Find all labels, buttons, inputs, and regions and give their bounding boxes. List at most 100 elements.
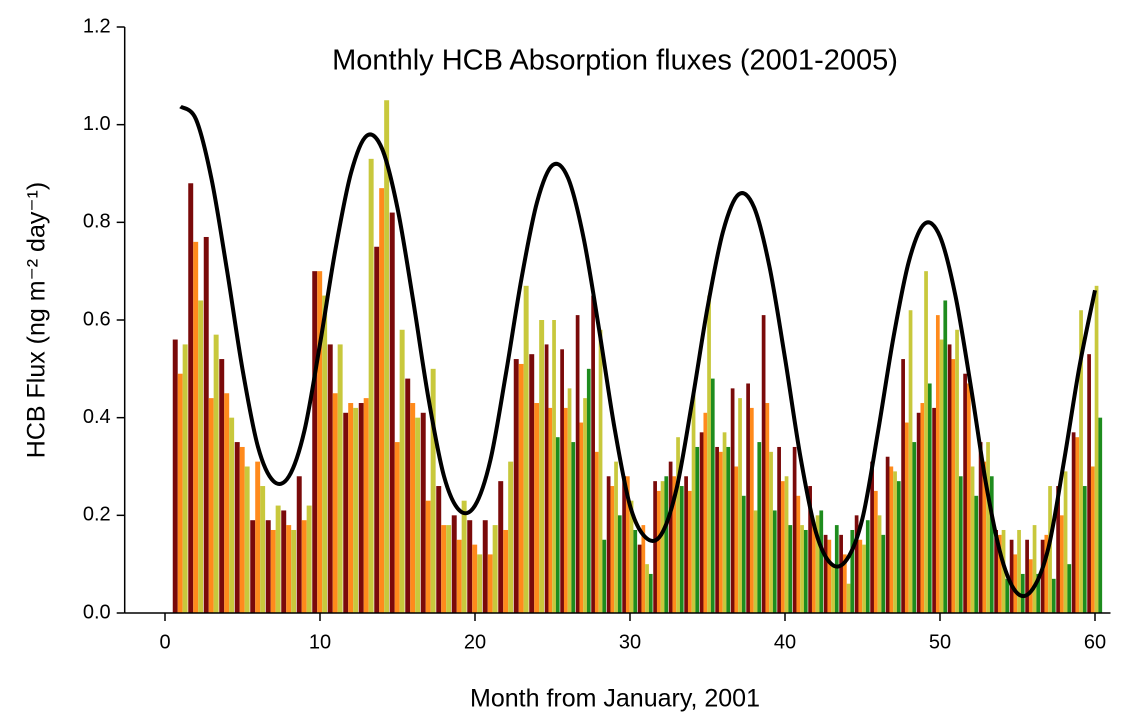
bar xyxy=(1090,466,1095,613)
y-tick-label: 1.0 xyxy=(83,113,111,135)
bar xyxy=(1001,529,1006,613)
bar xyxy=(1013,554,1018,613)
bar xyxy=(730,388,735,613)
bar xyxy=(322,295,328,613)
x-tick-label: 0 xyxy=(159,631,170,653)
bar xyxy=(870,461,874,613)
bar xyxy=(707,295,711,613)
bar xyxy=(529,354,535,613)
bar xyxy=(994,529,998,613)
bar xyxy=(827,539,832,613)
bar xyxy=(769,451,773,613)
bar xyxy=(208,398,214,613)
axes: 0.0 0.2 0.4 0.6 0.8 1.0 1.2 0 10 20 30 40 50 60 xyxy=(83,15,1111,653)
bar xyxy=(684,476,688,613)
bar xyxy=(834,525,839,613)
bar xyxy=(761,315,766,613)
bar xyxy=(379,188,385,613)
bar xyxy=(451,515,457,613)
bar xyxy=(571,442,576,613)
bar xyxy=(1082,486,1087,613)
bar xyxy=(296,476,302,613)
bar xyxy=(441,525,447,613)
bar xyxy=(508,461,514,613)
bar xyxy=(695,446,700,613)
bar xyxy=(1032,525,1037,613)
bar xyxy=(337,344,343,613)
bar xyxy=(594,451,599,613)
bar xyxy=(691,393,696,613)
bar xyxy=(586,368,591,613)
bar xyxy=(560,349,564,613)
bar xyxy=(1063,471,1068,613)
bar xyxy=(270,529,276,613)
bar xyxy=(757,442,762,613)
bar xyxy=(741,495,746,613)
bar xyxy=(715,446,719,613)
bar xyxy=(679,486,684,613)
bar xyxy=(513,359,519,613)
bar xyxy=(648,573,653,613)
bar xyxy=(788,525,793,613)
bar xyxy=(660,481,665,613)
bar xyxy=(239,446,245,613)
bar xyxy=(436,486,442,613)
bar xyxy=(275,505,281,613)
bar xyxy=(722,432,727,613)
bar xyxy=(260,486,266,613)
x-axis-label: Month from January, 2001 xyxy=(470,685,760,713)
bar xyxy=(645,564,649,613)
bar xyxy=(492,525,498,613)
bar xyxy=(602,539,607,613)
bar xyxy=(854,515,859,613)
bar xyxy=(1075,437,1080,613)
bar xyxy=(1017,529,1021,613)
bar xyxy=(997,534,1002,613)
bar xyxy=(353,407,359,613)
bar xyxy=(265,520,271,613)
bar xyxy=(456,539,462,613)
bar xyxy=(203,236,209,613)
bar xyxy=(881,534,886,613)
bar xyxy=(815,515,820,613)
bar xyxy=(477,554,483,613)
bar xyxy=(746,383,750,613)
bar xyxy=(1020,573,1025,613)
bar xyxy=(1056,486,1060,613)
bar xyxy=(188,183,194,613)
bar xyxy=(819,510,824,613)
bar xyxy=(548,407,553,613)
bar xyxy=(358,403,364,613)
bar xyxy=(213,334,219,613)
bar xyxy=(958,476,963,613)
bar xyxy=(348,403,354,613)
bar xyxy=(974,495,979,613)
bar xyxy=(425,500,431,613)
bar xyxy=(534,403,540,613)
bar xyxy=(193,241,199,613)
y-tick-label: 0.8 xyxy=(83,211,111,233)
bar xyxy=(219,359,225,613)
bar xyxy=(842,554,847,613)
bar xyxy=(579,422,584,613)
bar xyxy=(986,442,990,613)
bar xyxy=(234,442,240,613)
bar xyxy=(1040,539,1045,613)
y-tick-label: 0.6 xyxy=(83,308,111,330)
bar xyxy=(939,339,944,613)
bar xyxy=(932,407,936,613)
bar xyxy=(1009,539,1014,613)
bar xyxy=(877,515,882,613)
bar xyxy=(955,329,959,613)
bar xyxy=(777,446,781,613)
bar xyxy=(873,490,878,613)
bar xyxy=(699,432,704,613)
bar xyxy=(668,461,673,613)
bar xyxy=(503,529,509,613)
bar xyxy=(410,403,416,613)
bar xyxy=(250,520,256,613)
bar xyxy=(935,315,940,613)
bar xyxy=(617,515,622,613)
bar xyxy=(555,437,560,613)
bar xyxy=(726,446,731,613)
